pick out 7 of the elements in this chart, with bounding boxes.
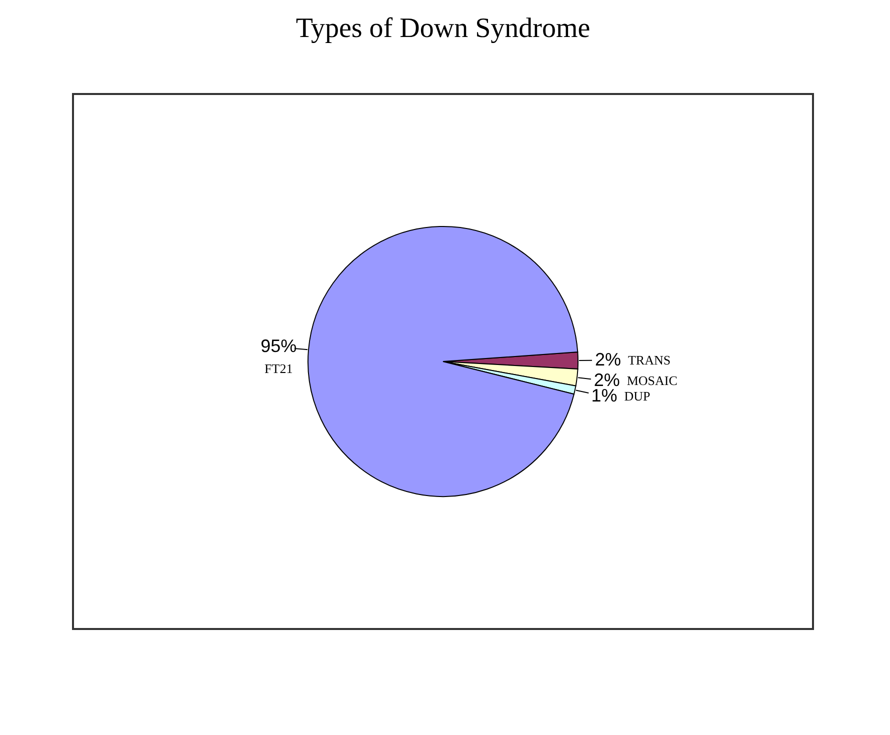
slice-label: DUP	[624, 388, 650, 404]
slice-label: MOSAIC	[626, 373, 678, 388]
data-label: 2%	[594, 349, 622, 370]
chart-title: Types of Down Syndrome	[296, 13, 590, 44]
slice-label: FT21	[264, 361, 293, 376]
slice-label: TRANS	[628, 352, 671, 368]
data-label: 95%	[260, 336, 297, 356]
